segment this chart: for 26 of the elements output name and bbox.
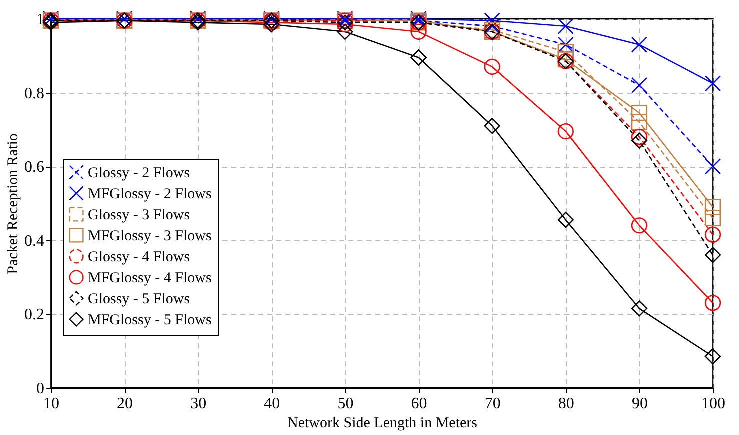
y-tick-label: 1: [36, 12, 44, 28]
x-tick-label: 60: [411, 396, 428, 412]
x-tick-label: 100: [702, 396, 726, 412]
x-tick-label: 20: [117, 396, 134, 412]
y-axis-title: Packet Reception Ratio: [6, 134, 22, 274]
legend-label: MFGlossy - 3 Flows: [88, 228, 212, 244]
y-tick-label: 0.6: [24, 159, 44, 176]
x-tick-label: 80: [558, 396, 574, 412]
x-tick-label: 70: [484, 396, 501, 412]
x-tick-label: 40: [264, 396, 280, 412]
x-tick-label: 50: [338, 396, 354, 412]
legend-label: MFGlossy - 4 Flows: [88, 270, 212, 286]
legend-label: MFGlossy - 5 Flows: [88, 312, 212, 328]
x-tick-label: 10: [44, 396, 60, 412]
legend-label: Glossy - 2 Flows: [88, 166, 190, 182]
y-tick-label: 0.8: [24, 85, 44, 102]
y-tick-label: 0.4: [24, 232, 44, 250]
x-tick-label: 90: [632, 396, 648, 412]
x-tick-label: 30: [190, 396, 207, 412]
y-tick-label: 0: [36, 380, 44, 398]
y-tick-label: 0.2: [24, 306, 44, 324]
legend-label: Glossy - 4 Flows: [88, 250, 190, 266]
x-axis-title: Network Side Length in Meters: [288, 416, 478, 432]
legend-label: Glossy - 5 Flows: [88, 292, 190, 308]
legend-label: Glossy - 3 Flows: [88, 208, 190, 224]
legend-label: MFGlossy - 2 Flows: [88, 186, 212, 202]
